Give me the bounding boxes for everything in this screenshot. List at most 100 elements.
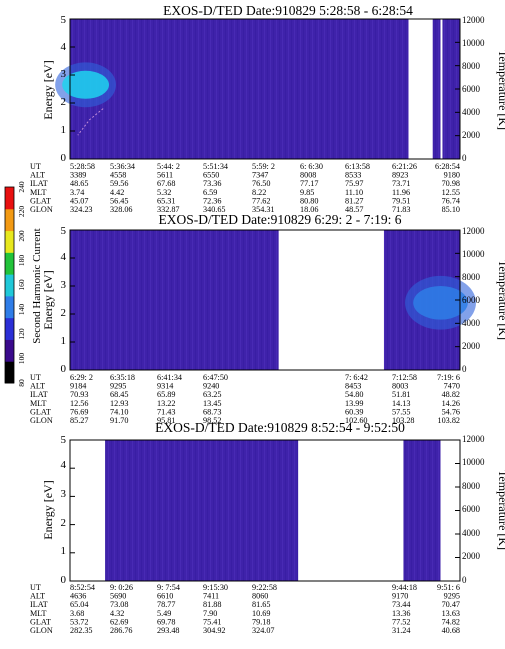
panel-2: EXOS-D/TED Date:910829 6:29: 2 - 7:19: 6… (30, 212, 505, 425)
panel-1-eph-mlt-2: 5.32 (157, 188, 171, 197)
panel-1-eph-mlt-0: 3.74 (70, 188, 84, 197)
panel-3-eph-alt-1: 5690 (110, 592, 126, 601)
panel-1-eph-glat-1: 56.45 (110, 196, 128, 205)
panel-1-rtick-4: 8000 (462, 61, 481, 71)
panel-1-ytick-1: 1 (61, 124, 67, 136)
panel-3-eph-ilat-1: 73.08 (110, 600, 128, 609)
panel-1-eph-alt-2: 5611 (157, 171, 173, 180)
panel-3-eph-glon-7: 31.24 (392, 626, 410, 635)
panel-3-eph-label-glon: GLON (30, 626, 53, 635)
panel-2-eph-ilat-0: 70.93 (70, 390, 88, 399)
panel-3-left-axis: 0 1 2 3 4 5 Energy [eV] (41, 434, 67, 586)
panel-1: EXOS-D/TED Date:910829 5:28:58 - 6:28:54… (30, 3, 505, 214)
panel-1-eph-mlt-1: 4.42 (110, 188, 124, 197)
panel-3-eph-ilat-4: 81.65 (252, 600, 270, 609)
panel-3-rtick-4: 8000 (462, 481, 481, 491)
panel-2-texture (70, 230, 460, 370)
panel-1-eph-glat-5: 80.80 (300, 196, 318, 205)
panel-3-ytick-1: 1 (61, 545, 67, 557)
panel-2-eph-glon-7: 103.28 (392, 416, 415, 425)
panel-2-ytick-4: 4 (61, 251, 67, 263)
panel-3-ephemeris: UT 8:52:54 9: 0:26 9: 7:54 9:15:30 9:22:58 9:4… (30, 583, 460, 635)
panel-1-eph-ut-3: 5:51:34 (203, 162, 228, 171)
colorbar-swatch-0 (5, 361, 14, 384)
panel-3-eph-alt-2: 6610 (157, 592, 173, 601)
panel-3-eph-ut-4: 9:22:58 (252, 583, 277, 592)
panel-3-eph-glon-8: 40.68 (442, 626, 460, 635)
panel-2-plot (69, 229, 476, 371)
panel-1-eph-ilat-7: 73.71 (392, 179, 410, 188)
panel-3-eph-glon-1: 286.76 (110, 626, 133, 635)
panel-1-eph-glon-4: 354.31 (252, 205, 275, 214)
panel-2-eph-mlt-7: 14.13 (392, 399, 410, 408)
panel-3-ylabel-right: Temperature [K] (496, 470, 505, 550)
panel-2-ylabel: Energy [eV] (41, 270, 55, 329)
panel-2-rtick-6: 12000 (462, 226, 485, 236)
panel-3-eph-ilat-0: 65.04 (70, 600, 88, 609)
panel-2-ytick-0: 0 (61, 363, 67, 375)
panel-1-eph-ilat-5: 77.17 (300, 179, 318, 188)
panel-1-eph-ilat-4: 76.50 (252, 179, 270, 188)
panel-3-eph-ut-3: 9:15:30 (203, 583, 228, 592)
panel-1-eph-glat-7: 79.51 (392, 196, 410, 205)
panel-1-eph-glon-8: 85.10 (442, 205, 460, 214)
panel-1-rtick-6: 12000 (462, 15, 485, 25)
panel-3-eph-alt-3: 7411 (203, 592, 219, 601)
panel-3-eph-glon-3: 304.92 (203, 626, 226, 635)
panel-2-eph-ilat-6: 54.80 (345, 390, 363, 399)
panel-1-rtick-2: 4000 (462, 107, 481, 117)
panel-2-eph-ilat-3: 63.25 (203, 390, 221, 399)
panel-3-ylabel: Energy [eV] (41, 480, 55, 539)
panel-3-eph-glat-8: 74.82 (442, 617, 460, 626)
panel-2-gap-0 (278, 230, 384, 370)
panel-2-eph-ut-1: 6:35:18 (110, 373, 135, 382)
panel-1-eph-alt-3: 6550 (203, 171, 219, 180)
panel-1-ytick-0: 0 (61, 152, 67, 164)
panel-2-eph-mlt-0: 12.56 (70, 399, 88, 408)
panel-3-eph-alt-7: 9170 (392, 592, 408, 601)
panel-3-eph-ilat-2: 78.77 (157, 600, 175, 609)
colorbar-tick-5: 180 (17, 255, 26, 267)
panel-1-eph-mlt-5: 9.85 (300, 188, 314, 197)
panel-2-ephemeris: UT 6:29: 2 6:35:18 6:41:34 6:47:50 7: 6:42 7:1… (30, 373, 460, 425)
panel-3-eph-label-glat: GLAT (30, 617, 51, 626)
panel-2-eph-glon-6: 102.60 (345, 416, 368, 425)
panel-2-ytick-5: 5 (61, 225, 67, 237)
panel-3-eph-label-ut: UT (30, 583, 41, 592)
panel-1-eph-ut-8: 6:28:54 (435, 162, 460, 171)
panel-1-left-axis: 0 1 2 3 4 5 Energy [eV] (41, 14, 67, 164)
panel-2-eph-alt-3: 9240 (203, 382, 219, 391)
panel-1-eph-glon-6: 48.57 (345, 205, 363, 214)
panel-1-eph-alt-1: 4558 (110, 171, 126, 180)
panel-2-rtick-1: 2000 (462, 341, 481, 351)
panel-1-eph-mlt-4: 8.22 (252, 188, 266, 197)
panel-1-eph-mlt-7: 11.96 (392, 188, 410, 197)
panel-2-eph-label-ut: UT (30, 373, 41, 382)
panel-2-eph-mlt-8: 14.26 (442, 399, 460, 408)
panel-3-eph-glon-4: 324.07 (252, 626, 275, 635)
panel-3-eph-ut-2: 9: 7:54 (157, 583, 180, 592)
colorbar-ticks: 80 100 120 140 160 180 200 220 240 (17, 181, 26, 387)
panel-1-ytick-3: 3 (61, 68, 67, 80)
panel-1-eph-glat-8: 76.74 (442, 196, 460, 205)
panel-2-eph-glon-2: 95.81 (157, 416, 175, 425)
panel-3-eph-mlt-3: 7.90 (203, 609, 217, 618)
colorbar-swatch-4 (5, 274, 14, 297)
panel-1-eph-glon-5: 18.06 (300, 205, 318, 214)
panel-1-rtick-3: 6000 (462, 84, 481, 94)
colorbar: 80 100 120 140 160 180 200 220 240 Second Harmon… (4, 181, 43, 387)
panel-3-eph-glat-7: 77.52 (392, 617, 410, 626)
panel-2-eph-ut-3: 6:47:50 (203, 373, 228, 382)
panel-3-eph-ut-0: 8:52:54 (70, 583, 95, 592)
panel-3-eph-glon-0: 282.35 (70, 626, 93, 635)
panel-3-gap-1 (298, 440, 404, 581)
panel-3-rtick-2: 4000 (462, 528, 481, 538)
panel-2-eph-ilat-2: 65.89 (157, 390, 175, 399)
panel-2-right-axis: 0 2000 4000 6000 8000 10000 12000 Temper… (462, 226, 505, 374)
panel-2-eph-alt-8: 7470 (444, 382, 460, 391)
panel-2-eph-ut-0: 6:29: 2 (70, 373, 93, 382)
panel-3-rtick-0: 0 (462, 575, 467, 585)
panel-2-ytick-3: 3 (61, 279, 67, 291)
panel-2-left-axis: 0 1 2 3 4 5 Energy [eV] (41, 225, 67, 375)
panel-1-eph-glat-2: 65.31 (157, 196, 175, 205)
